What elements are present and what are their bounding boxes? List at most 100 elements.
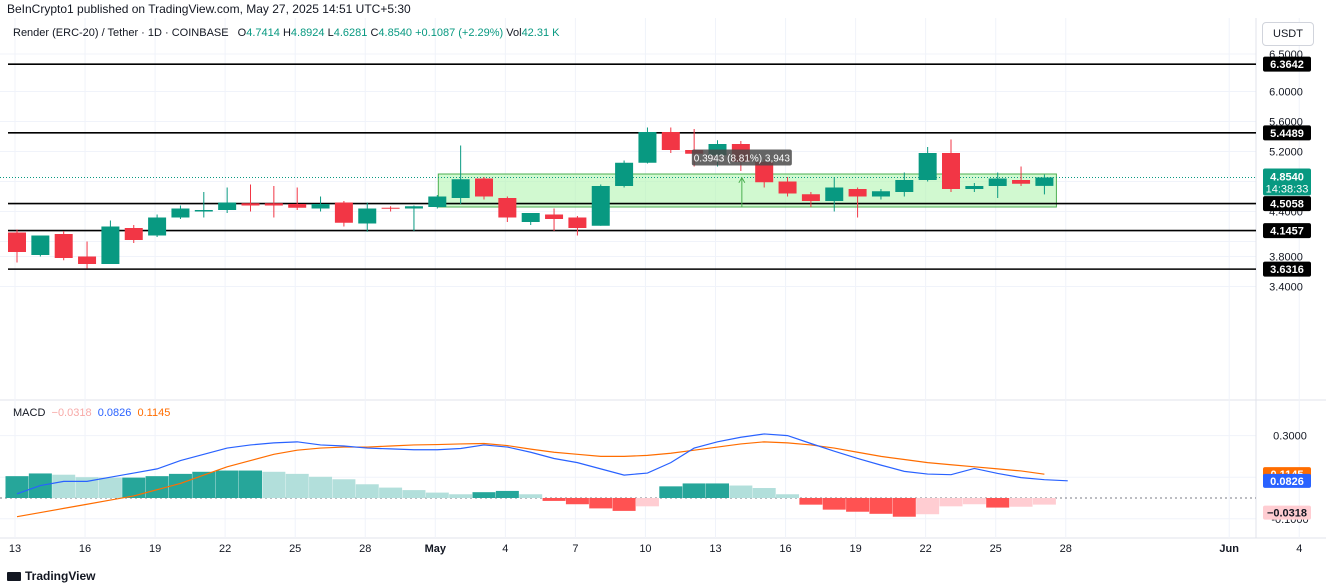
candle-body (871, 191, 890, 197)
last-price-badge-bg (1263, 168, 1311, 196)
macd-y-tick-label: 0.3000 (1273, 431, 1307, 443)
macd-line-value: 0.0826 (97, 407, 132, 419)
high-value: 4.8924 (290, 27, 325, 39)
candle-body (1035, 177, 1054, 186)
candle-body (801, 194, 820, 201)
price-axis[interactable]: 6.50006.00005.60005.20004.40003.80003.40… (1269, 49, 1308, 526)
macd-line-badge-bg (1263, 473, 1311, 488)
candle-body (591, 186, 610, 226)
candle-body (264, 203, 283, 206)
candle-body (428, 196, 447, 207)
macd-title[interactable]: MACD (13, 407, 46, 419)
candle-body (334, 202, 353, 223)
axis-badges: 6.3642 5.4489 4.5058 4.1457 3.6316 4.854014:3… (1263, 56, 1311, 520)
y-tick-label: 5.2000 (1269, 147, 1303, 159)
tradingview-logo[interactable]: TradingView (7, 569, 95, 583)
measure-label: 0.3943 (8.81%) 3,943 (694, 154, 791, 165)
x-tick-label: 7 (572, 543, 578, 555)
x-tick-label: 22 (219, 543, 231, 555)
macd-histogram-bar (589, 498, 613, 509)
level-badge-bg (1263, 196, 1311, 212)
price-range-measure: 0.3943 (8.81%) 3,943 (691, 149, 792, 207)
candle-body (942, 153, 960, 189)
macd-histogram-bar (98, 477, 122, 498)
publisher-bar: BeInCrypto1 published on TradingView.com… (0, 0, 1326, 18)
x-tick-label: 13 (709, 543, 721, 555)
macd-histogram-bar (168, 473, 192, 498)
candle-body (124, 228, 143, 240)
macd-hist-value: −0.0318 (51, 407, 92, 419)
macd-histogram-bar (962, 498, 986, 505)
level-badge-bg (1263, 261, 1311, 277)
candle-body (615, 162, 634, 186)
level-badge: 4.5058 (1270, 199, 1304, 211)
last-price-badge: 4.8540 (1270, 171, 1304, 183)
tradingview-icon (7, 572, 21, 581)
candle-body (311, 204, 330, 209)
symbol-name[interactable]: Render (ERC-20) / Tether · 1D · COINBASE (13, 27, 229, 39)
candle-body (288, 204, 307, 208)
candle-body (404, 206, 423, 209)
macd-histogram-bar (1009, 498, 1033, 507)
macd-signal-line (16, 441, 1045, 518)
level-badge-bg (1263, 56, 1311, 72)
volume-label: Vol (506, 27, 522, 39)
candle-body (358, 208, 377, 224)
candle-body (521, 213, 540, 222)
macd-histogram-bar (635, 498, 659, 507)
macd-histogram-bar (425, 492, 449, 498)
macd-histogram-bar (729, 485, 753, 498)
candle-body (101, 226, 120, 264)
macd-histogram-bar (752, 488, 776, 498)
price-chart[interactable]: 0.3943 (8.81%) 3,943 6.50006.00005.60005… (0, 18, 1326, 565)
candle-body (148, 217, 167, 236)
macd-histogram-bar (402, 490, 426, 498)
candle-body (31, 235, 50, 255)
candle-body (848, 189, 867, 197)
macd-histogram-bar (52, 474, 76, 498)
macd-line-badge: 0.0826 (1270, 476, 1304, 488)
x-tick-label: 28 (1060, 543, 1072, 555)
candle-body (171, 208, 190, 218)
close-label: C (370, 27, 379, 39)
symbol-legend: Render (ERC-20) / Tether · 1D · COINBASE… (13, 27, 559, 39)
x-tick-label: 22 (920, 543, 932, 555)
macd-histogram-bar (309, 476, 333, 498)
macd-histogram-bar (285, 473, 309, 498)
measure-arrow-icon (738, 176, 746, 184)
candle-body (778, 181, 797, 194)
candle-body (1012, 180, 1031, 184)
macd-hist-badge: −0.0318 (1267, 508, 1307, 520)
macd-histogram-bar (565, 498, 589, 505)
open-label: O (237, 27, 247, 39)
macd-histogram-bar (472, 492, 496, 498)
time-axis[interactable]: 13 16 19 22 25 28 May 4 7 10 13 16 19 22 25 28 Jun 4 (9, 543, 1302, 555)
level-badge: 5.4489 (1270, 128, 1304, 140)
macd-histogram-bar (822, 498, 846, 510)
macd-histogram-bar (892, 498, 916, 517)
candle-body (661, 132, 680, 150)
volume-value: 42.31 K (521, 27, 560, 39)
macd-histogram-bar (986, 498, 1010, 508)
currency-selector[interactable]: USDT (1262, 22, 1314, 46)
close-value: 4.8540 (378, 27, 413, 39)
level-badge-bg (1263, 125, 1311, 141)
x-tick-label: 25 (990, 543, 1002, 555)
macd-histogram-bar (239, 470, 262, 498)
x-tick-label: 13 (9, 543, 21, 555)
publisher-text: BeInCrypto1 published on TradingView.com… (7, 2, 411, 16)
level-badge-bg (1263, 223, 1311, 239)
change-value: +0.1087 (+2.29%) (415, 27, 504, 39)
macd-histogram-bar (706, 483, 729, 498)
macd-histogram-bar (612, 498, 636, 511)
macd-histogram-bar (1032, 498, 1056, 505)
x-tick-label: Jun (1219, 543, 1239, 555)
x-tick-label: 10 (639, 543, 651, 555)
x-tick-label: 16 (779, 543, 791, 555)
candle-body (895, 180, 914, 192)
candle-body (194, 210, 213, 212)
high-label: H (282, 27, 291, 39)
y-tick-label: 6.0000 (1269, 87, 1303, 99)
grid-lines (0, 18, 1326, 539)
macd-histogram-bar (542, 498, 566, 501)
